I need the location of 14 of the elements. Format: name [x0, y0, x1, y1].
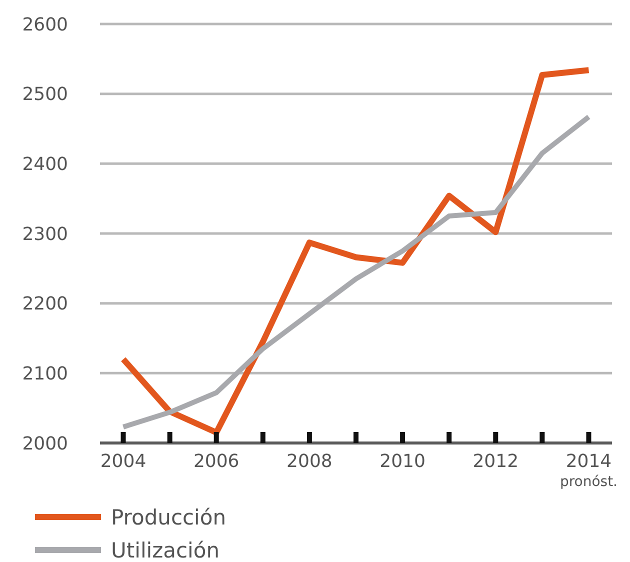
x-tick-label: 2010 [380, 451, 426, 472]
y-tick-label: 2000 [22, 433, 68, 454]
x-tick-label: 2008 [286, 451, 332, 472]
legend-label: Utilización [111, 538, 220, 562]
x-tick-label: 2004 [100, 451, 146, 472]
legend-label: Producción [111, 505, 226, 530]
x-tick-label: 2012 [472, 451, 519, 472]
y-tick-label: 2300 [22, 224, 68, 245]
x-tick-label: 2006 [193, 451, 240, 472]
y-tick-label: 2200 [22, 294, 68, 315]
y-tick-label: 2500 [22, 84, 68, 106]
y-tick-label: 2100 [22, 363, 68, 384]
y-tick-label: 2400 [22, 154, 68, 175]
y-tick-label: 2600 [22, 14, 68, 36]
